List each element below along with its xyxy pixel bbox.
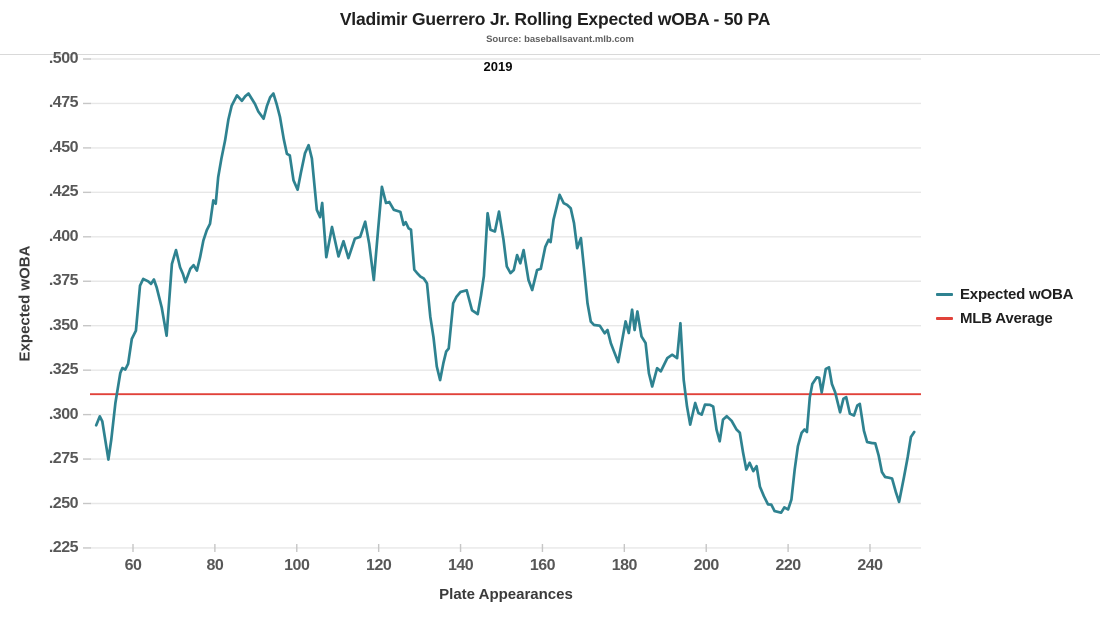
legend-item-mlb-average: MLB Average xyxy=(936,310,1073,327)
expected-woba-swatch-icon xyxy=(936,292,953,297)
y-tick-label: .300 xyxy=(48,405,79,423)
legend: Expected wOBA MLB Average xyxy=(936,286,1073,327)
y-tick-label: .250 xyxy=(48,494,79,512)
y-tick-label: .325 xyxy=(48,361,79,379)
x-tick-label: 180 xyxy=(611,557,638,574)
x-tick-label: 120 xyxy=(366,557,392,574)
y-tick-label: .225 xyxy=(48,538,79,556)
y-axis-title: Expected wOBA xyxy=(16,245,34,362)
y-tick-label: .275 xyxy=(48,450,79,468)
xwoba-line xyxy=(94,92,916,515)
x-tick-label: 60 xyxy=(124,557,142,574)
y-tick-label: .500 xyxy=(48,50,79,67)
x-tick-label: 160 xyxy=(529,557,556,574)
x-tick-label: 140 xyxy=(447,557,474,574)
header-divider xyxy=(0,54,1100,55)
legend-item-expected-woba: Expected wOBA xyxy=(936,286,1073,303)
y-tick-label: .475 xyxy=(48,94,79,112)
facet-label-year: 2019 xyxy=(483,59,513,74)
legend-label: Expected wOBA xyxy=(960,286,1074,303)
y-tick-label: .400 xyxy=(48,227,79,245)
chart-subtitle: Source: baseballsavant.mlb.com xyxy=(486,34,634,45)
x-tick-label: 80 xyxy=(206,557,224,574)
legend-label: MLB Average xyxy=(960,310,1053,327)
y-tick-label: .425 xyxy=(48,183,79,201)
y-tick-label: .350 xyxy=(48,316,79,334)
mlb-average-swatch-icon xyxy=(936,316,953,321)
chart-title: Vladimir Guerrero Jr. Rolling Expected w… xyxy=(339,9,771,29)
x-axis-title: Plate Appearances xyxy=(439,586,573,603)
y-tick-label: .450 xyxy=(48,138,79,156)
x-tick-label: 240 xyxy=(857,557,883,574)
x-tick-label: 100 xyxy=(284,557,310,574)
x-tick-label: 200 xyxy=(693,557,720,574)
y-tick-label: .375 xyxy=(48,272,79,290)
x-tick-label: 220 xyxy=(775,557,801,574)
